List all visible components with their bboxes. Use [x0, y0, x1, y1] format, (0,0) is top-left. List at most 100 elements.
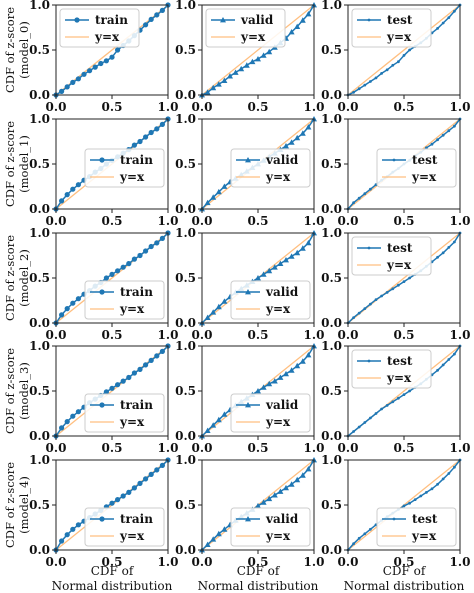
legend: test y=x	[376, 507, 457, 547]
data-point-test	[453, 9, 456, 13]
y-tick-label: 0.5	[29, 271, 50, 285]
x-tick-label: 0.5	[102, 441, 123, 455]
data-point-test	[357, 536, 361, 540]
data-point-test	[453, 465, 456, 469]
data-point-train	[143, 134, 149, 140]
legend: valid y=x	[230, 393, 311, 433]
y-tick-label: 0.0	[175, 543, 196, 557]
data-point-train	[159, 7, 165, 13]
data-point-test	[436, 482, 439, 486]
data-point-train	[120, 264, 126, 270]
data-point-train	[109, 500, 115, 506]
legend-series-label: test	[387, 241, 413, 255]
data-point-test	[447, 472, 451, 475]
data-point-train	[75, 296, 81, 302]
data-point-train	[70, 413, 76, 419]
data-point-test	[402, 393, 406, 396]
data-point-valid	[266, 495, 273, 502]
data-point-train	[148, 16, 154, 22]
y-tick-label: 0.0	[29, 429, 50, 443]
legend-series-label: valid	[265, 398, 299, 412]
x-tick-label: 0.5	[248, 100, 269, 114]
data-point-valid	[255, 388, 261, 394]
data-point-train	[59, 312, 65, 318]
data-point-test	[436, 368, 439, 372]
legend-identity-label: y=x	[386, 371, 412, 385]
data-point-valid	[288, 367, 295, 373]
data-point-train	[148, 243, 154, 250]
data-point-valid	[232, 69, 239, 75]
legend-identity-label: y=x	[240, 30, 266, 44]
data-point-train	[143, 362, 149, 368]
y-tick-label: 1.0	[29, 112, 50, 126]
legend-series-marker	[245, 289, 251, 295]
xlabel-line-1: CDF of	[91, 564, 135, 578]
xlabel-line-1: CDF of	[383, 564, 427, 578]
y-tick-label: 0.0	[175, 88, 196, 102]
row-ylabel-3: CDF of z-score (model_3)	[3, 348, 31, 434]
x-tick-label: 1.0	[304, 214, 325, 228]
data-point-train	[148, 357, 154, 363]
data-point-test	[391, 63, 395, 67]
data-point-train	[70, 526, 76, 532]
data-point-valid	[255, 275, 261, 281]
data-point-test	[441, 21, 445, 25]
data-point-valid	[305, 352, 312, 358]
x-tick-label: 0.5	[102, 214, 123, 228]
legend-series-label: train	[120, 398, 153, 412]
data-point-test	[441, 477, 445, 481]
data-point-valid	[204, 314, 211, 320]
legend: valid y=x	[230, 507, 311, 547]
data-point-test	[397, 396, 400, 400]
data-point-test	[413, 498, 417, 501]
data-point-train	[64, 419, 70, 425]
data-point-valid	[288, 481, 295, 487]
data-point-test	[380, 407, 383, 411]
data-point-valid	[260, 499, 267, 505]
data-point-train	[75, 182, 81, 188]
legend-series-marker	[99, 157, 105, 163]
data-point-train	[115, 497, 121, 503]
data-point-train	[137, 366, 143, 372]
data-point-valid	[305, 124, 312, 130]
data-point-valid	[266, 48, 273, 55]
legend-identity-label: y=x	[94, 30, 120, 44]
data-point-train	[120, 493, 126, 499]
data-point-test	[447, 16, 451, 19]
data-point-test	[369, 187, 372, 191]
data-point-valid	[266, 267, 273, 274]
x-tick-label: 1.0	[450, 214, 471, 228]
data-point-test	[357, 311, 361, 315]
y-tick-label: 1.0	[175, 453, 196, 467]
x-tick-label: 1.0	[158, 328, 179, 342]
x-tick-label: 0.5	[248, 214, 269, 228]
subplot-model_0-test: 0.0 0.5 1.0 0.0 0.5 1.0 test y=x	[321, 0, 470, 114]
data-point-test	[385, 291, 389, 294]
y-tick-label: 0.0	[29, 316, 50, 330]
legend: test y=x	[351, 236, 432, 276]
data-point-valid	[283, 484, 289, 491]
data-point-valid	[294, 249, 301, 256]
legend-series-label: test	[387, 354, 413, 368]
x-tick-label: 1.0	[304, 441, 325, 455]
data-point-valid	[299, 358, 306, 364]
data-point-train	[109, 54, 115, 60]
legend-identity-label: y=x	[265, 170, 291, 184]
x-tick-label: 0.5	[394, 214, 415, 228]
data-point-valid	[210, 422, 217, 428]
y-tick-label: 0.0	[175, 202, 196, 216]
legend: train y=x	[84, 393, 165, 433]
subplot-model_4-valid: 0.0 0.5 1.0 0.0 0.5 1.0 valid y=x	[175, 453, 324, 569]
x-tick-label: 0.0	[338, 214, 359, 228]
y-tick-label: 0.0	[321, 202, 342, 216]
data-point-valid	[227, 73, 233, 79]
x-tick-label: 0.0	[338, 555, 359, 569]
legend-series-label: train	[120, 153, 153, 167]
legend-series-label: valid	[265, 285, 299, 299]
legend-identity-label: y=x	[411, 170, 437, 184]
legend-series-label: train	[120, 285, 153, 299]
legend-series-marker	[74, 17, 80, 23]
legend-identity-label: y=x	[411, 529, 437, 543]
x-tick-label: 1.0	[304, 100, 325, 114]
subplot-model_1-valid: 0.0 0.5 1.0 0.0 0.5 1.0 valid y=x	[175, 112, 324, 228]
